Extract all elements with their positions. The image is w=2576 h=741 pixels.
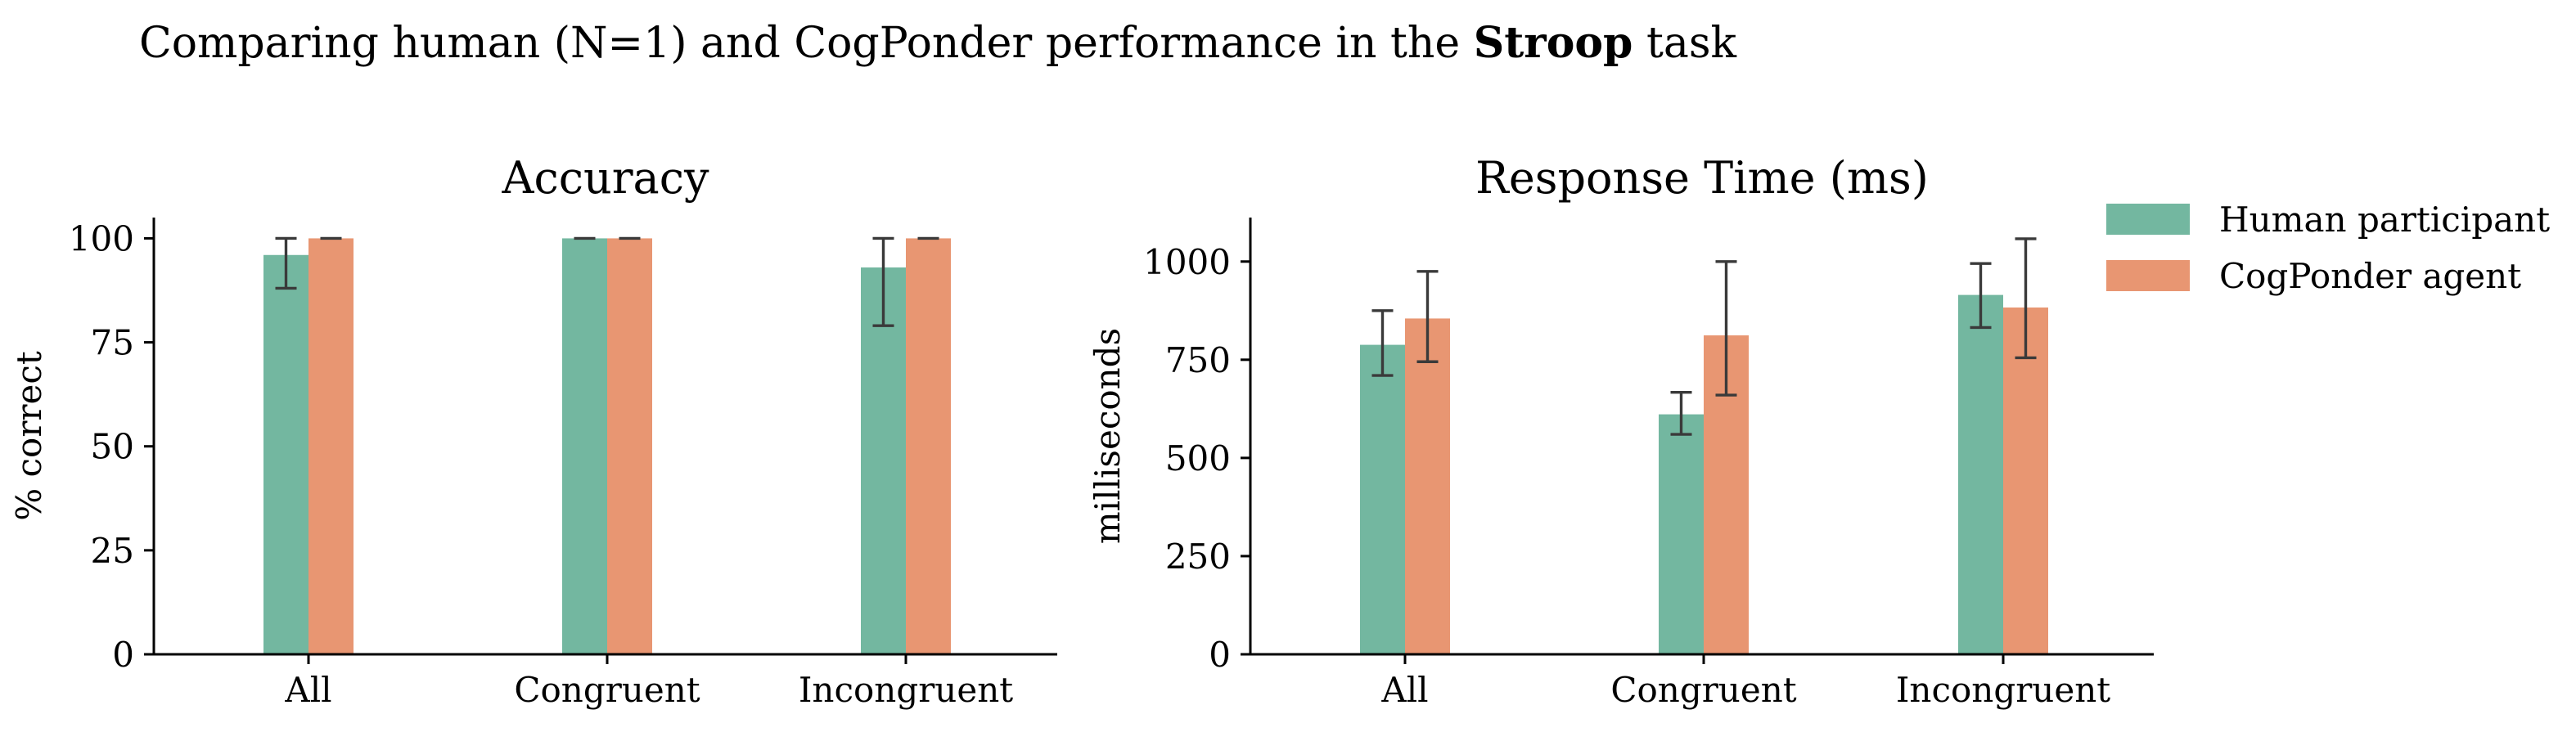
y-tick-label: 100 <box>69 218 134 258</box>
x-tick-label: Incongruent <box>799 670 1013 710</box>
y-tick-label: 0 <box>1209 635 1231 675</box>
y-tick-label: 50 <box>91 427 134 467</box>
panel-title: Accuracy <box>501 152 709 204</box>
x-tick-label: Congruent <box>1610 670 1796 710</box>
x-tick-label: All <box>284 670 331 710</box>
legend-label-cogponder: CogPonder agent <box>2219 256 2521 296</box>
bar-cogponder-incongruent <box>906 238 951 654</box>
y-tick-label: 1000 <box>1143 242 1231 282</box>
x-tick-label: Incongruent <box>1896 670 2110 710</box>
bar-human-incongruent <box>1958 294 2003 654</box>
x-tick-label: All <box>1380 670 1428 710</box>
error-bar-cogponder-incongruent <box>2015 237 2037 360</box>
y-axis-label: milliseconds <box>1088 328 1128 544</box>
error-bar-human-incongruent <box>1970 262 1992 330</box>
error-bar-cogponder-congruent <box>1715 260 1737 397</box>
error-bar-human-incongruent <box>872 236 894 327</box>
legend-swatch-cogponder <box>2106 260 2190 291</box>
y-axis-label: % correct <box>9 351 49 521</box>
legend-entry-cogponder: CogPonder agent <box>2106 256 2521 296</box>
accuracy-panel: Accuracy % correct 0 25 50 75 100 All Congruent I… <box>9 152 1057 710</box>
bar-human-all <box>263 254 308 654</box>
bar-cogponder-incongruent <box>2003 307 2048 654</box>
bar-human-incongruent <box>861 267 906 654</box>
bar-human-congruent <box>1659 414 1704 654</box>
y-tick-label: 250 <box>1165 537 1231 577</box>
bar-cogponder-congruent <box>607 238 652 654</box>
x-tick-label: Congruent <box>514 670 700 710</box>
error-bar-human-all <box>275 236 297 290</box>
y-tick-label: 75 <box>91 323 134 363</box>
y-tick-label: 0 <box>112 635 134 675</box>
error-bar-human-congruent <box>1670 390 1692 436</box>
y-tick-label: 750 <box>1165 340 1231 380</box>
panel-title: Response Time (ms) <box>1475 152 1929 204</box>
y-tick-label: 25 <box>91 531 134 571</box>
bar-cogponder-all <box>1405 318 1450 654</box>
legend: Human participant CogPonder agent <box>2106 200 2550 296</box>
legend-entry-human: Human participant <box>2106 200 2550 240</box>
bar-cogponder-all <box>308 238 354 654</box>
legend-swatch-human <box>2106 204 2190 235</box>
error-bar-cogponder-all <box>1416 270 1439 363</box>
bar-human-all <box>1360 344 1405 654</box>
response-time-panel: Response Time (ms) milliseconds 0 250 500 750… <box>1088 152 2154 710</box>
error-bar-human-all <box>1371 309 1394 377</box>
bar-human-congruent <box>562 238 607 654</box>
legend-label-human: Human participant <box>2219 200 2550 240</box>
figure-title: Comparing human (N=1) and CogPonder perf… <box>139 18 1737 68</box>
y-tick-label: 500 <box>1165 438 1231 478</box>
